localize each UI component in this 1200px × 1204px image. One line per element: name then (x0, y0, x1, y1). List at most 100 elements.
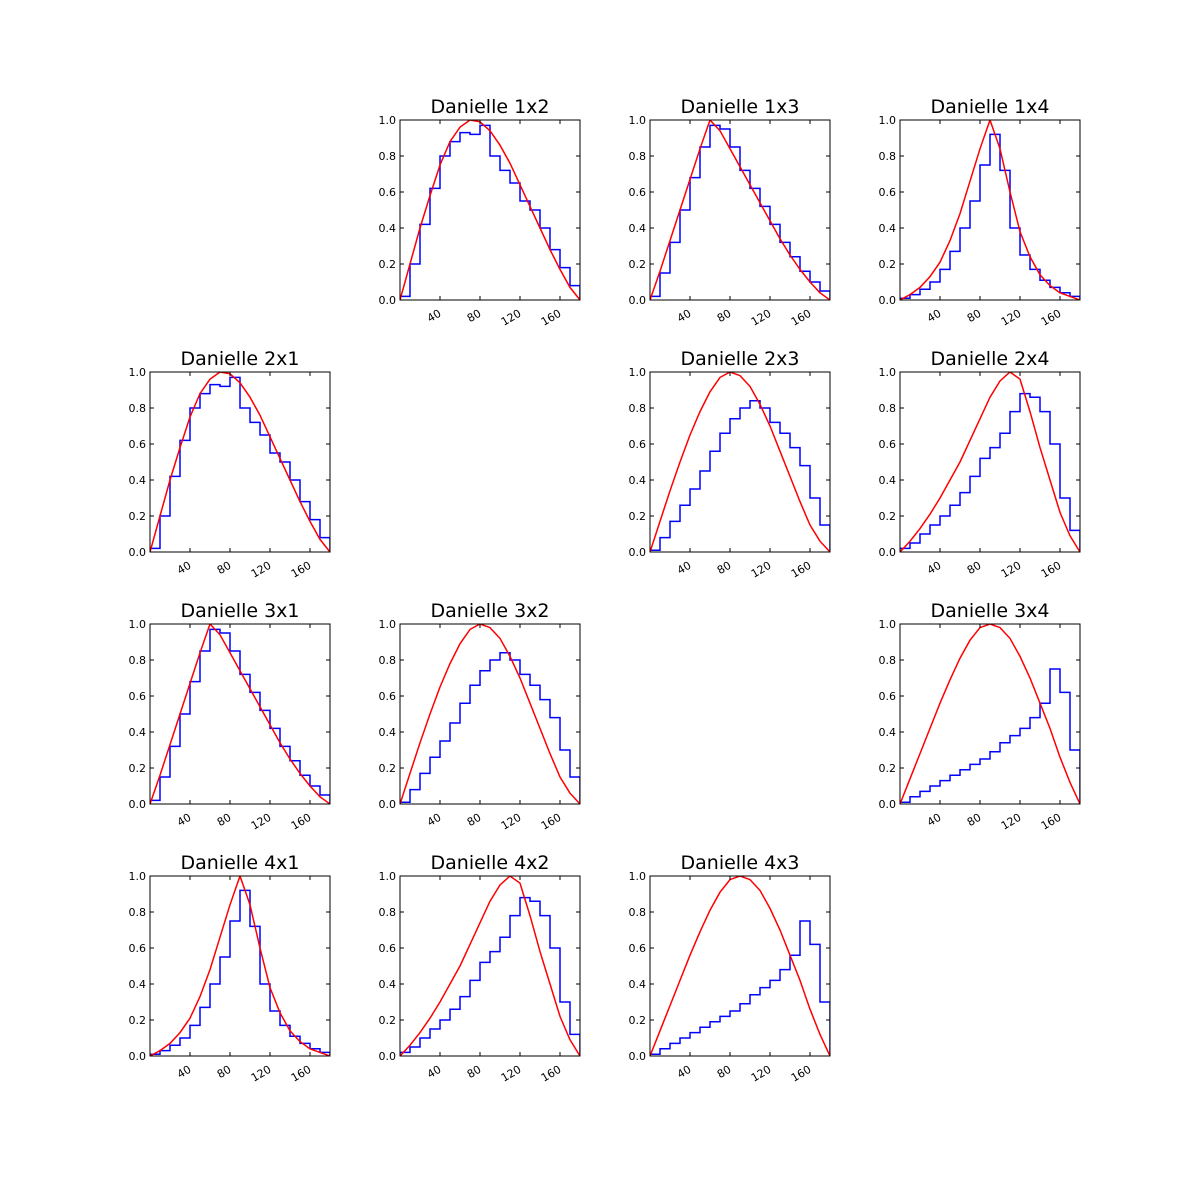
y-tick-label: 1.0 (129, 870, 147, 883)
x-tick-label: 160 (539, 811, 564, 833)
y-tick-label: 1.0 (379, 618, 397, 631)
y-tick-label: 0.4 (379, 978, 397, 991)
x-tick-label: 160 (789, 1063, 814, 1085)
y-tick-label: 0.2 (879, 258, 897, 271)
x-tick-label: 40 (425, 307, 444, 325)
y-tick-label: 0.6 (379, 690, 397, 703)
x-tick-label: 40 (675, 1063, 694, 1081)
y-tick-label: 0.4 (629, 474, 647, 487)
x-tick-label: 160 (789, 307, 814, 329)
x-tick-label: 160 (1039, 559, 1064, 581)
subplot: Danielle 3x4 0.0 0.2 0.4 0.6 0.8 1.0 40 80 120 160 (879, 600, 1081, 833)
axes-frame (149, 623, 331, 805)
y-tick-label: 0.0 (379, 798, 397, 811)
subplot-title: Danielle 3x1 (181, 600, 300, 622)
curve-series (400, 624, 580, 804)
x-tick-label: 120 (249, 1063, 274, 1085)
x-tick-label: 80 (465, 811, 484, 829)
x-tick-label: 40 (925, 811, 944, 829)
y-tick-label: 0.4 (879, 474, 897, 487)
x-tick-label: 80 (465, 1063, 484, 1081)
y-tick-label: 0.8 (379, 150, 397, 163)
y-tick-label: 0.8 (129, 402, 147, 415)
y-tick-label: 0.4 (379, 222, 397, 235)
x-tick-label: 80 (215, 559, 234, 577)
y-tick-label: 0.2 (379, 762, 397, 775)
curve-series (150, 876, 330, 1056)
subplot-title: Danielle 4x3 (681, 852, 800, 874)
subplot-title: Danielle 2x1 (181, 348, 300, 370)
subplot: Danielle 2x1 0.0 0.2 0.4 0.6 0.8 1.0 40 80 120 160 (129, 348, 331, 581)
axes-frame (649, 371, 831, 553)
subplot-title: Danielle 1x2 (431, 96, 550, 118)
y-tick-label: 0.4 (629, 222, 647, 235)
curve-series (650, 876, 830, 1056)
curve-series (150, 624, 330, 804)
y-tick-label: 0.4 (379, 726, 397, 739)
x-tick-label: 120 (999, 559, 1024, 581)
subplot: Danielle 2x4 0.0 0.2 0.4 0.6 0.8 1.0 40 80 120 160 (879, 348, 1081, 581)
histogram-series (900, 668, 1080, 804)
y-tick-label: 0.6 (629, 438, 647, 451)
curve-series (150, 372, 330, 552)
y-tick-label: 0.0 (629, 546, 647, 559)
histogram-series (400, 896, 580, 1056)
subplot: Danielle 4x1 0.0 0.2 0.4 0.6 0.8 1.0 40 80 120 160 (129, 852, 331, 1085)
x-tick-label: 120 (749, 1063, 774, 1085)
x-tick-label: 120 (749, 559, 774, 581)
curve-series (400, 876, 580, 1056)
y-tick-label: 0.4 (879, 726, 897, 739)
axes-frame (649, 875, 831, 1057)
y-tick-label: 0.0 (879, 798, 897, 811)
x-tick-label: 40 (175, 559, 194, 577)
x-tick-label: 160 (1039, 811, 1064, 833)
y-tick-label: 0.6 (629, 942, 647, 955)
subplot: Danielle 3x2 0.0 0.2 0.4 0.6 0.8 1.0 40 80 120 160 (379, 600, 581, 833)
subplot-title: Danielle 2x4 (931, 348, 1050, 370)
y-tick-label: 0.2 (629, 510, 647, 523)
y-tick-label: 1.0 (129, 618, 147, 631)
y-tick-label: 0.0 (379, 1050, 397, 1063)
y-tick-label: 0.6 (129, 438, 147, 451)
x-tick-label: 40 (175, 811, 194, 829)
x-tick-label: 80 (715, 559, 734, 577)
subplot-title: Danielle 4x1 (181, 852, 300, 874)
subplot: Danielle 4x2 0.0 0.2 0.4 0.6 0.8 1.0 40 80 120 160 (379, 852, 581, 1085)
histogram-series (650, 920, 830, 1056)
x-tick-label: 80 (465, 307, 484, 325)
subplot: Danielle 1x2 0.0 0.2 0.4 0.6 0.8 1.0 40 80 120 160 (379, 96, 581, 329)
y-tick-label: 0.8 (129, 654, 147, 667)
y-tick-label: 0.2 (629, 1014, 647, 1027)
y-tick-label: 0.4 (129, 474, 147, 487)
y-tick-label: 0.8 (379, 906, 397, 919)
subplot: Danielle 1x4 0.0 0.2 0.4 0.6 0.8 1.0 40 80 120 160 (879, 96, 1081, 329)
x-tick-label: 120 (499, 307, 524, 329)
curve-series (900, 372, 1080, 552)
histogram-series (150, 628, 330, 804)
x-tick-label: 120 (499, 1063, 524, 1085)
curve-series (650, 120, 830, 300)
subplot: Danielle 2x3 0.0 0.2 0.4 0.6 0.8 1.0 40 80 120 160 (629, 348, 831, 581)
y-tick-label: 1.0 (629, 114, 647, 127)
y-tick-label: 0.2 (379, 1014, 397, 1027)
x-tick-label: 120 (499, 811, 524, 833)
histogram-series (900, 392, 1080, 552)
y-tick-label: 0.2 (129, 1014, 147, 1027)
axes-frame (899, 119, 1081, 301)
x-tick-label: 80 (965, 559, 984, 577)
y-tick-label: 1.0 (629, 366, 647, 379)
histogram-series (400, 652, 580, 804)
x-tick-label: 80 (215, 811, 234, 829)
histogram-series (900, 133, 1080, 300)
subplot-title: Danielle 1x4 (931, 96, 1050, 118)
x-tick-label: 160 (539, 1063, 564, 1085)
y-tick-label: 0.4 (129, 726, 147, 739)
y-tick-label: 0.2 (129, 762, 147, 775)
x-tick-label: 160 (1039, 307, 1064, 329)
histogram-series (150, 889, 330, 1056)
subplot-title: Danielle 3x2 (431, 600, 550, 622)
axes-frame (899, 623, 1081, 805)
y-tick-label: 1.0 (129, 366, 147, 379)
axes-frame (899, 371, 1081, 553)
